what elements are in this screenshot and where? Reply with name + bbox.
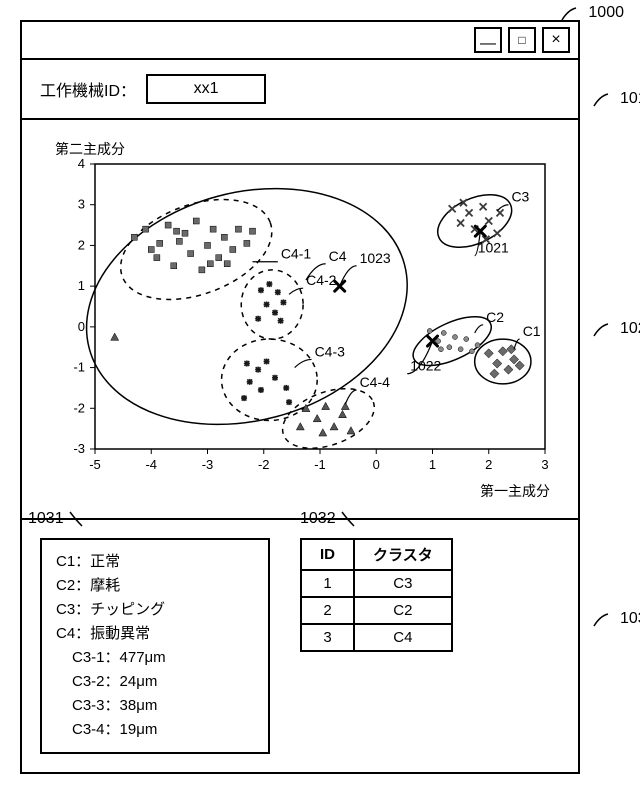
y-tick: -2	[73, 400, 85, 415]
plot-area	[95, 164, 545, 449]
x-tick: 3	[541, 457, 548, 472]
chart-label-C3: C3	[511, 189, 529, 205]
ref-1010: 1010	[620, 90, 640, 108]
machine-id-field[interactable]: xx1	[146, 74, 266, 104]
ref-1030: 1030	[620, 610, 640, 628]
chart-label-1023: 1023	[360, 250, 391, 266]
legend-line: C2：摩耗	[56, 574, 254, 598]
ref-1000: 1000	[588, 4, 624, 22]
x-axis-label: 第一主成分	[480, 483, 550, 499]
y-tick: 2	[78, 237, 85, 252]
table-cell: C3	[354, 570, 452, 597]
chart-label-C1: C1	[523, 323, 541, 339]
legend-box: C1：正常C2：摩耗C3：チッピングC4：振動異常C3-1：477μmC3-2：…	[40, 538, 270, 754]
legend-subline: C3-2：24μm	[56, 670, 254, 694]
bottom-section: 1031 1032 C1：正常C2：摩耗C3：チッピングC4：振動異常C3-1：…	[22, 520, 578, 772]
legend-line: C1：正常	[56, 550, 254, 574]
legend-subline: C3-3：38μm	[56, 694, 254, 718]
table-header: クラスタ	[354, 539, 452, 570]
chart-label-C4-4: C4-4	[360, 374, 391, 390]
cluster-table-wrap: IDクラスタ1C32C23C4	[300, 538, 453, 754]
scatter-chart: 第二主成分第一主成分 -5 -4 -3 -2 -1 0 1 2 3 -3 -2 -1 0 1 2 3 4 C4 C4-…	[40, 134, 560, 504]
table-row: 3C4	[301, 624, 452, 651]
window-frame: — □ × 工作機械ID： xx1 第二主成分第一主成分 -5 -4 -3 -2 -1 0 1…	[20, 20, 580, 774]
chart-label-C4: C4	[329, 248, 347, 264]
x-tick: 1	[429, 457, 436, 472]
titlebar: — □ ×	[22, 22, 578, 60]
close-button[interactable]: ×	[542, 27, 570, 53]
y-tick: 3	[78, 197, 85, 212]
table-cell: 3	[301, 624, 354, 651]
x-tick: -4	[145, 457, 157, 472]
chart-label-1022: 1022	[410, 358, 441, 374]
table-cell: 2	[301, 597, 354, 624]
minimize-button[interactable]: —	[474, 27, 502, 53]
legend-subline: C3-1：477μm	[56, 646, 254, 670]
chart-label-C2: C2	[486, 309, 504, 325]
legend-line: C4：振動異常	[56, 622, 254, 646]
y-tick: 4	[78, 156, 85, 171]
x-tick: 2	[485, 457, 492, 472]
legend-subline: C3-4：19μm	[56, 718, 254, 742]
y-tick: -3	[73, 441, 85, 456]
chart-label-C4-2: C4-2	[306, 272, 337, 288]
legend-line: C3：チッピング	[56, 598, 254, 622]
x-tick: -2	[258, 457, 270, 472]
id-section: 工作機械ID： xx1	[22, 60, 578, 120]
x-tick: -5	[89, 457, 101, 472]
table-row: 1C3	[301, 570, 452, 597]
y-axis-label: 第二主成分	[55, 141, 125, 157]
y-tick: -1	[73, 360, 85, 375]
ref-1020: 1020	[620, 320, 640, 338]
table-cell: 1	[301, 570, 354, 597]
x-tick: -1	[314, 457, 326, 472]
y-tick: 0	[78, 319, 85, 334]
x-tick: -3	[202, 457, 214, 472]
cluster-table: IDクラスタ1C32C23C4	[300, 538, 453, 652]
table-row: 2C2	[301, 597, 452, 624]
table-cell: C4	[354, 624, 452, 651]
y-tick: 1	[78, 278, 85, 293]
chart-label-1021: 1021	[478, 240, 509, 256]
maximize-button[interactable]: □	[508, 27, 536, 53]
table-header: ID	[301, 539, 354, 570]
chart-section: 第二主成分第一主成分 -5 -4 -3 -2 -1 0 1 2 3 -3 -2 -1 0 1 2 3 4 C4 C4-…	[22, 120, 578, 520]
chart-label-C4-1: C4-1	[281, 246, 312, 262]
machine-id-label: 工作機械ID：	[40, 77, 136, 101]
table-cell: C2	[354, 597, 452, 624]
x-tick: 0	[373, 457, 380, 472]
chart-label-C4-3: C4-3	[315, 343, 346, 359]
